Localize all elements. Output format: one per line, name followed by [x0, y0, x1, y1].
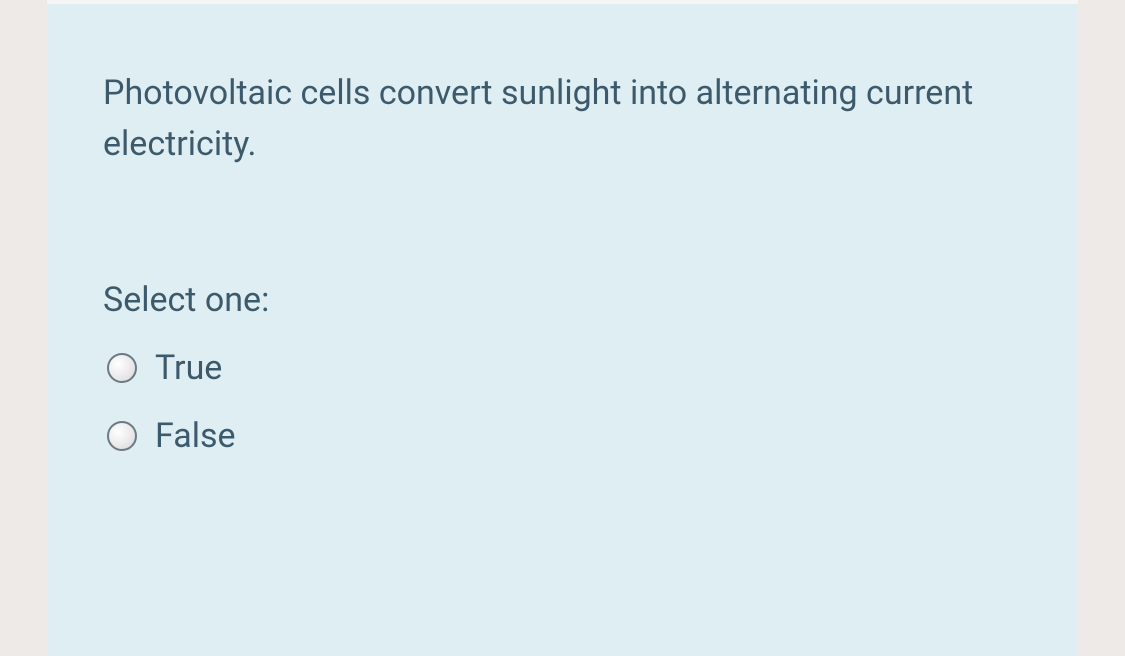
- option-true-label[interactable]: True: [155, 348, 222, 388]
- option-true[interactable]: True: [107, 348, 1022, 388]
- question-panel: Photovoltaic cells convert sunlight into…: [47, 0, 1078, 656]
- radio-false[interactable]: [107, 421, 137, 451]
- option-false-label[interactable]: False: [155, 416, 236, 456]
- select-prompt: Select one:: [103, 280, 1022, 320]
- options-group: True False: [103, 348, 1022, 456]
- question-text: Photovoltaic cells convert sunlight into…: [103, 68, 1022, 170]
- option-false[interactable]: False: [107, 416, 1022, 456]
- radio-true[interactable]: [107, 353, 137, 383]
